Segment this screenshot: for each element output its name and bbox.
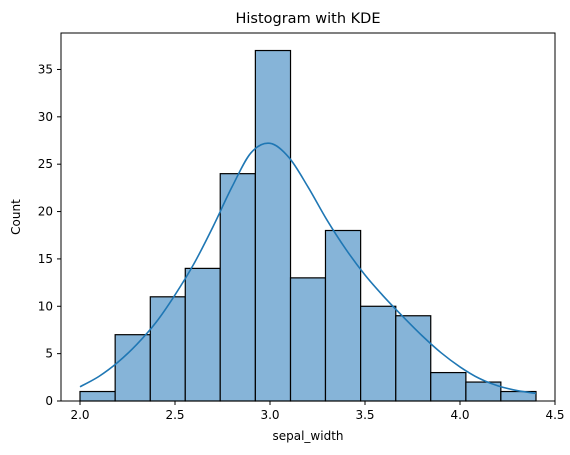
axes-frame	[60, 32, 556, 402]
kde-curve	[79, 142, 537, 395]
histogram-bar-4	[219, 173, 256, 402]
histogram-bar-9	[395, 315, 432, 402]
x-axis-label: sepal_width	[272, 429, 343, 443]
y-axis-ticks: 0 5 10 15 20 25 30 35	[38, 62, 61, 408]
histogram-bar-3	[184, 267, 221, 402]
y-tick-label: 0	[45, 394, 53, 408]
x-tick-label: 2.5	[165, 408, 184, 422]
y-tick-label: 20	[38, 205, 53, 219]
x-tick-label: 3.0	[260, 408, 279, 422]
x-tick-label: 4.5	[545, 408, 564, 422]
x-axis-ticks: 2.0 2.5 3.0 3.5 4.0 4.5	[70, 401, 565, 422]
y-tick-label: 10	[38, 299, 53, 313]
x-tick-label: 3.5	[355, 408, 374, 422]
histogram-bars	[79, 49, 537, 402]
y-tick-label: 35	[38, 62, 53, 76]
histogram-bar-6	[289, 277, 327, 402]
y-tick-label: 25	[38, 157, 53, 171]
histogram-bar-10	[430, 371, 467, 402]
histogram-bar-2	[149, 296, 186, 402]
histogram-bar-1	[114, 334, 151, 402]
histogram-bar-5	[254, 49, 292, 402]
y-tick-label: 30	[38, 110, 53, 124]
y-tick-label: 15	[38, 252, 53, 266]
chart-title: Histogram with KDE	[235, 11, 380, 27]
histogram-bar-8	[360, 305, 397, 402]
x-tick-label: 4.0	[450, 408, 469, 422]
y-axis-label: Count	[9, 199, 23, 235]
histogram-bar-7	[324, 229, 362, 402]
y-tick-label: 5	[45, 347, 53, 361]
x-tick-label: 2.0	[70, 408, 89, 422]
histogram-bar-0	[79, 390, 116, 402]
